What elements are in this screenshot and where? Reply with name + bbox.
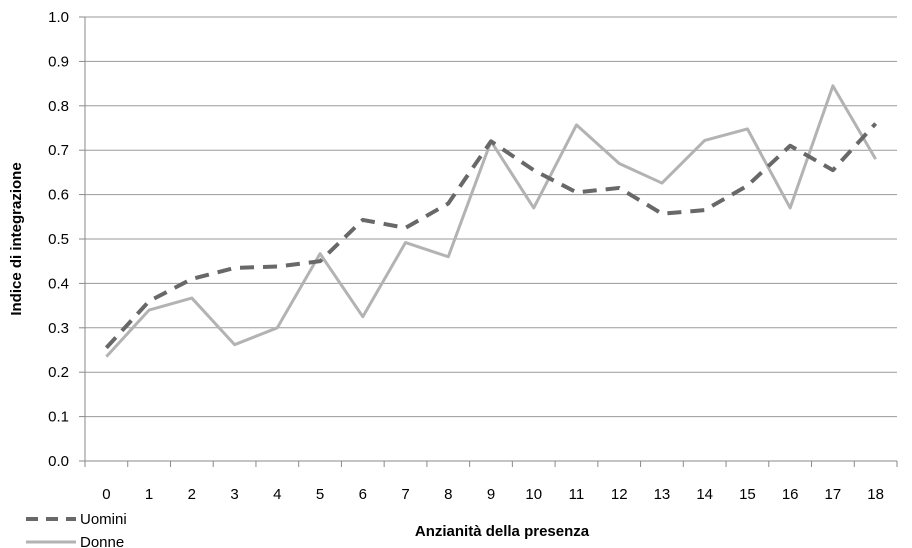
y-tick-label: 0.5: [48, 231, 69, 248]
gridlines: [85, 16, 897, 418]
x-tick-label: 14: [696, 486, 713, 503]
x-tick-label: 1: [145, 486, 153, 503]
y-tick-label: 0.7: [48, 142, 69, 159]
series-lines: [104, 84, 878, 358]
y-axis-title: Indice di integrazione: [8, 162, 25, 315]
y-tick-label: 1.0: [48, 9, 69, 26]
y-tick-label: 0.9: [48, 53, 69, 70]
y-tick-label: 0.6: [48, 187, 69, 204]
x-tick-label: 2: [188, 486, 196, 503]
series-line-uomini: [104, 122, 878, 350]
y-tick-label: 0.3: [48, 320, 69, 337]
legend: Uomini Donne: [26, 511, 127, 548]
x-axis-title: Anzianità della presenza: [415, 523, 590, 540]
x-tick-label: 18: [867, 486, 884, 503]
legend-label-uomini: Uomini: [80, 511, 127, 528]
x-tick-label: 9: [487, 486, 495, 503]
y-tick-label: 0.8: [48, 98, 69, 115]
x-tick-label: 11: [569, 486, 585, 503]
x-tick-label: 7: [401, 486, 409, 503]
legend-label-donne: Donne: [80, 534, 124, 548]
y-tick-label: 0.0: [48, 453, 69, 470]
x-tick-label: 4: [273, 486, 281, 503]
x-tick-label: 0: [102, 486, 110, 503]
x-tick-label: 16: [782, 486, 799, 503]
x-tick-label: 12: [611, 486, 628, 503]
x-tick-label: 5: [316, 486, 324, 503]
y-tick-label: 0.2: [48, 364, 69, 381]
x-tick-label: 6: [359, 486, 367, 503]
y-tick-labels: 0.0 0.1 0.2 0.3 0.4 0.5 0.6 0.7 0.8 0.9 1.0: [48, 9, 69, 470]
series-line-donne: [105, 84, 877, 358]
x-tick-label: 13: [654, 486, 671, 503]
x-tick-label: 8: [444, 486, 452, 503]
x-tick-label: 17: [825, 486, 842, 503]
x-tick-label: 10: [525, 486, 542, 503]
axes: [79, 16, 898, 467]
x-tick-label: 15: [739, 486, 756, 503]
y-tick-label: 0.1: [48, 409, 69, 426]
x-tick-label: 3: [230, 486, 238, 503]
x-tick-labels: 0 1 2 3 4 5 6 7 8 9 10 11 12 13 14 15 16 17 18: [102, 486, 884, 503]
y-tick-label: 0.4: [48, 275, 69, 292]
